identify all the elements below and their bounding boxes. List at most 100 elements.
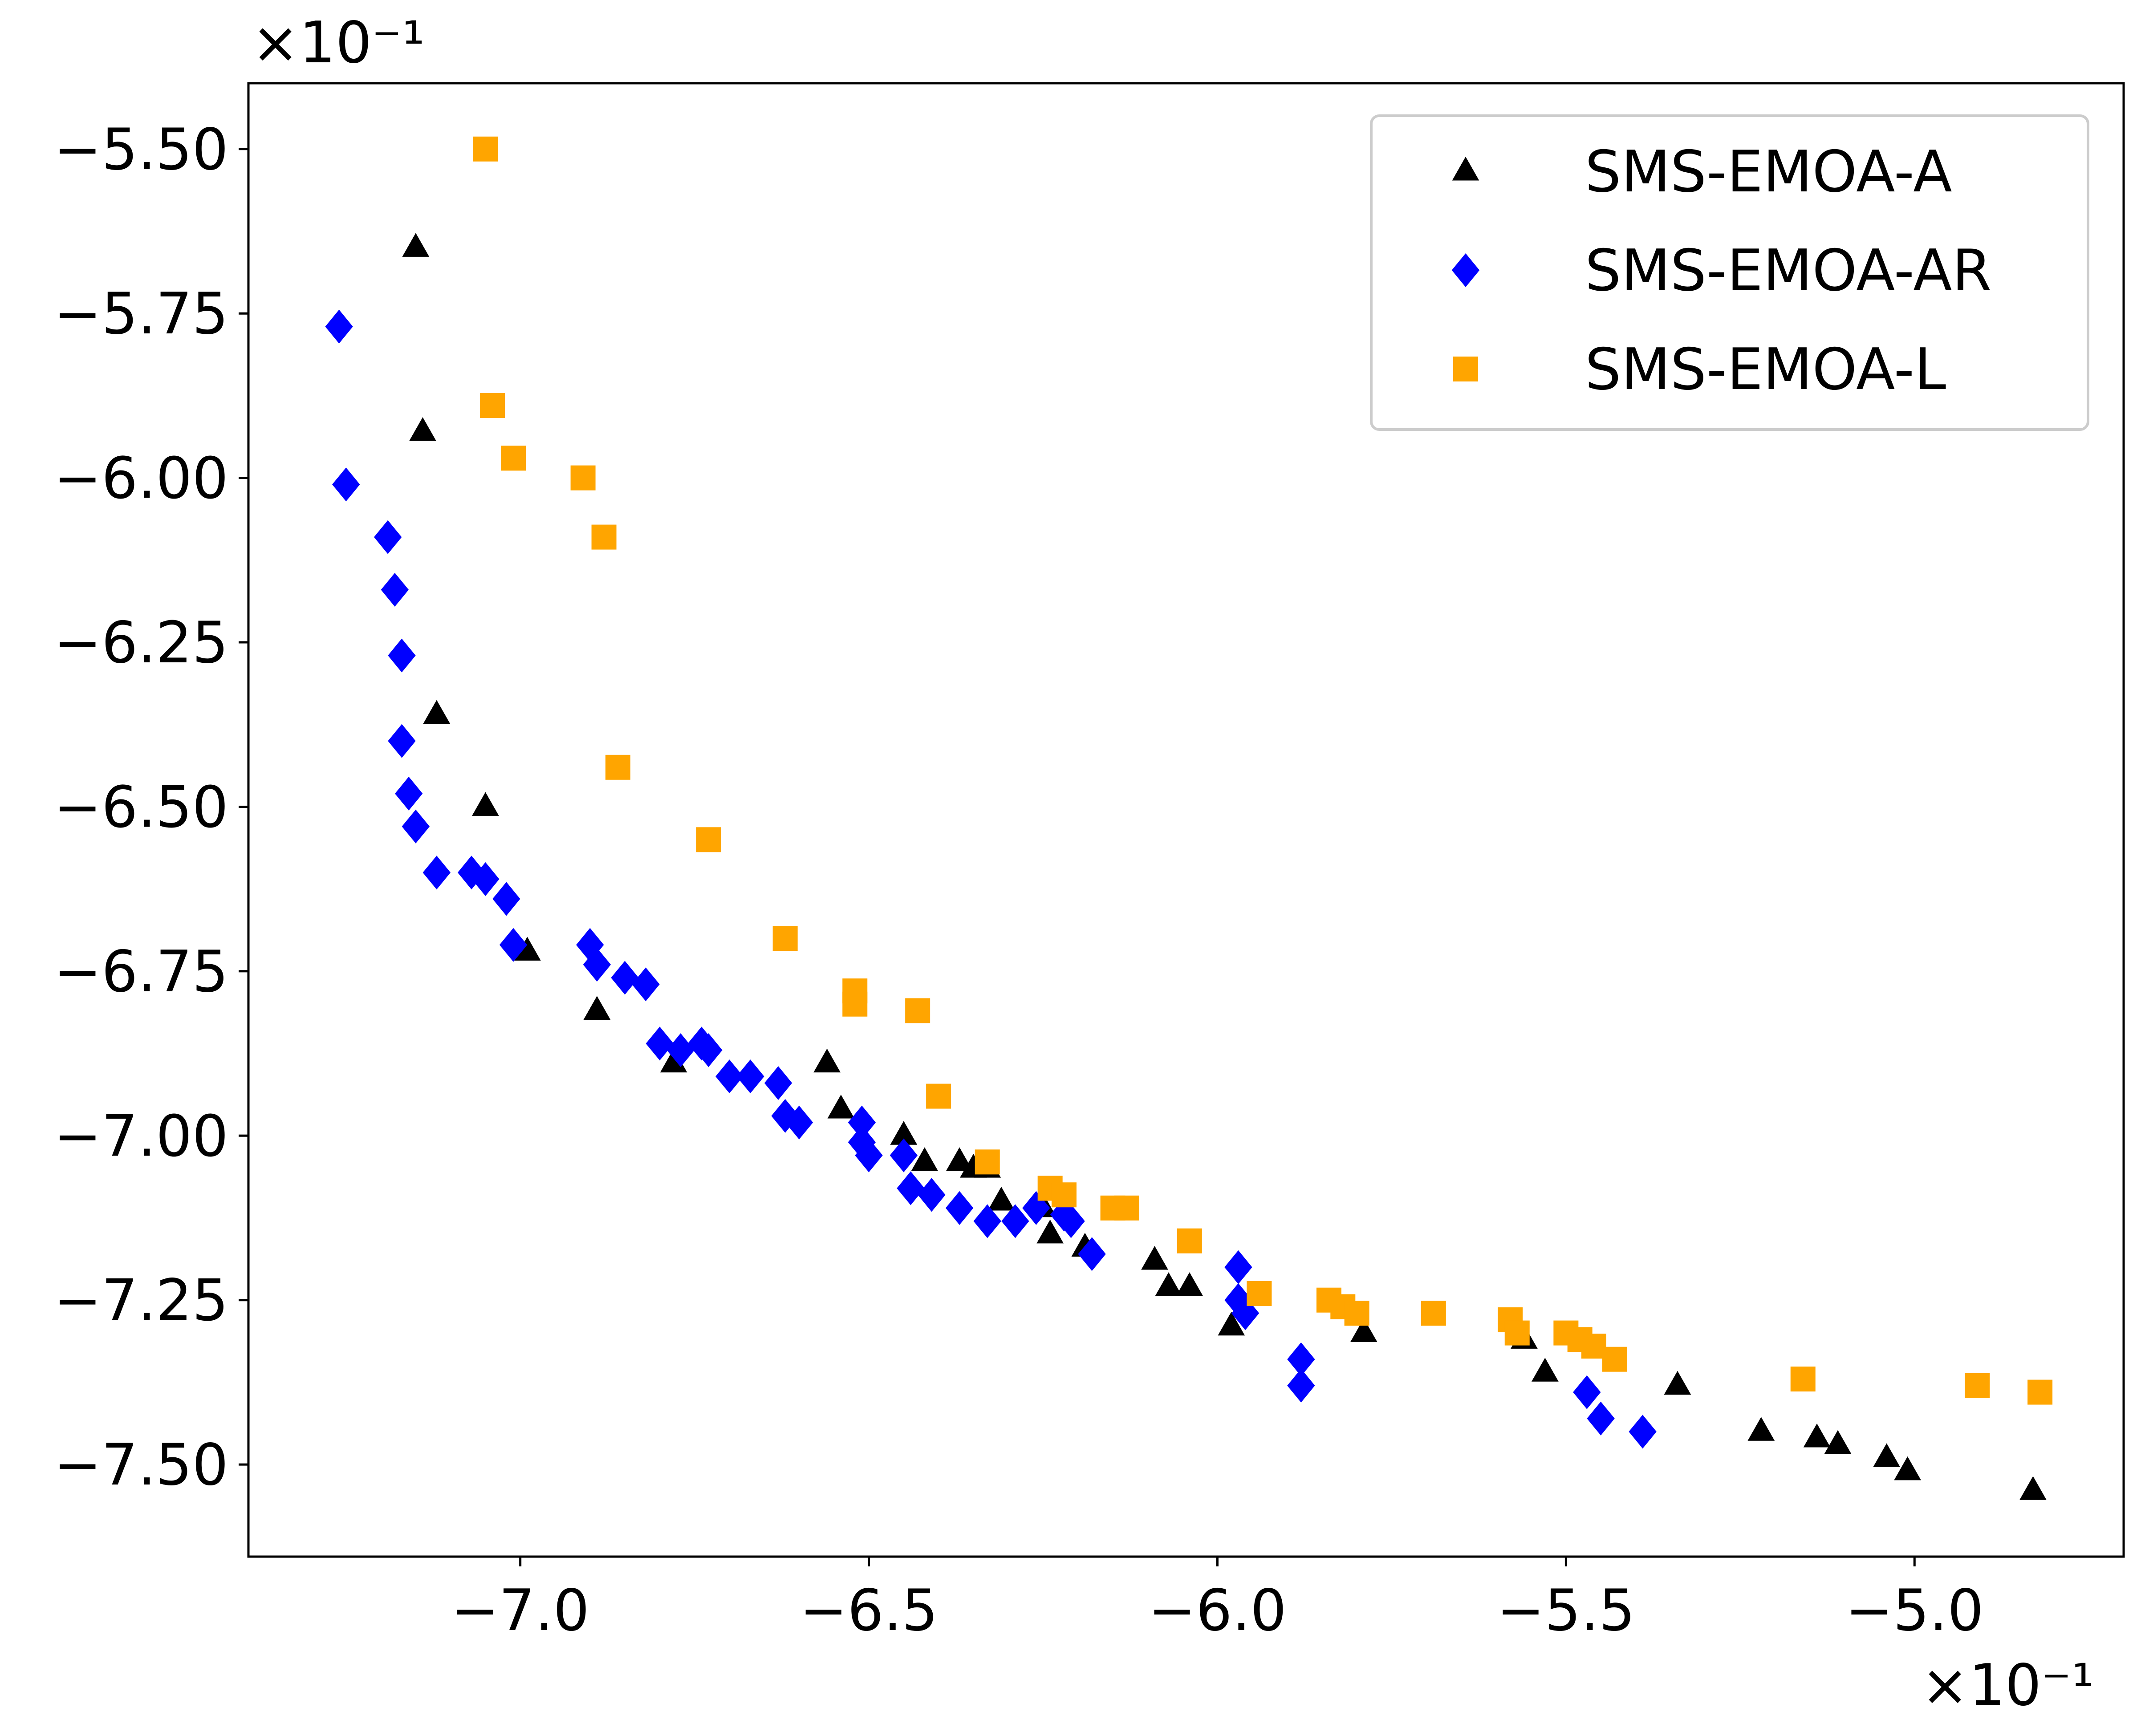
- data-point: [501, 446, 526, 471]
- data-point: [1155, 1272, 1182, 1296]
- data-point: [827, 1095, 855, 1119]
- data-point: [1421, 1301, 1446, 1326]
- data-point: [945, 1191, 974, 1225]
- data-point: [325, 309, 353, 344]
- y-tick-label: −6.75: [54, 939, 228, 1005]
- data-point: [696, 827, 721, 852]
- x-axis: −7.0 −6.5 −6.0 −5.5 −5.0: [451, 1557, 1984, 1644]
- data-point: [897, 1171, 925, 1205]
- y-tick-label: −7.00: [54, 1103, 228, 1169]
- data-point: [381, 572, 409, 607]
- data-point: [890, 1138, 918, 1172]
- data-point: [409, 417, 436, 441]
- data-point: [1790, 1367, 1816, 1392]
- data-point: [480, 393, 505, 418]
- data-point: [987, 1187, 1015, 1211]
- y-axis: −5.50 −5.75 −6.00 −6.25 −6.50 −6.75 −7.00 −7.25…: [54, 117, 248, 1498]
- data-point: [973, 1204, 1001, 1238]
- data-marks: [325, 136, 2053, 1500]
- data-point: [394, 776, 423, 811]
- legend-item-sms-emoa-l: SMS-EMOA-L: [1453, 337, 1946, 403]
- data-point: [472, 792, 499, 816]
- legend-box: [1370, 114, 2089, 431]
- y-tick-label: −6.00: [54, 446, 228, 512]
- series-sms-emoa-a: [402, 233, 2047, 1500]
- data-point: [1036, 1219, 1064, 1244]
- x-tick-label: −5.0: [1845, 1578, 1984, 1644]
- data-point: [1581, 1334, 1606, 1359]
- data-point: [1532, 1358, 1559, 1382]
- data-point: [513, 937, 541, 961]
- data-point: [926, 1083, 951, 1109]
- data-point: [1177, 1228, 1202, 1253]
- data-point: [905, 998, 930, 1023]
- data-point: [1629, 1415, 1657, 1449]
- data-point: [1965, 1373, 1990, 1398]
- y-tick-label: −5.50: [54, 117, 228, 183]
- x-tick-label: −6.0: [1148, 1578, 1287, 1644]
- data-point: [611, 961, 639, 995]
- data-point: [576, 928, 604, 962]
- legend-item-sms-emoa-a: SMS-EMOA-A: [1452, 139, 1952, 205]
- y-tick-label: −7.25: [54, 1268, 228, 1334]
- data-point: [1176, 1272, 1203, 1296]
- data-point: [646, 1026, 674, 1061]
- legend-label: SMS-EMOA-A: [1585, 139, 1952, 205]
- data-point: [813, 1048, 841, 1073]
- x-tick-label: −5.5: [1497, 1578, 1635, 1644]
- data-point: [1287, 1368, 1315, 1403]
- data-point: [1803, 1424, 1831, 1448]
- data-point: [402, 809, 430, 844]
- legend-label: SMS-EMOA-AR: [1585, 238, 1992, 304]
- data-point: [374, 520, 402, 554]
- x-tick-label: −7.0: [451, 1578, 589, 1644]
- data-point: [388, 638, 416, 673]
- data-point: [918, 1178, 946, 1212]
- data-point: [764, 1066, 792, 1100]
- data-point: [471, 862, 500, 896]
- data-point: [1287, 1342, 1315, 1376]
- data-point: [890, 1121, 918, 1145]
- legend-marker: [1453, 357, 1478, 381]
- legend-item-sms-emoa-ar: SMS-EMOA-AR: [1451, 238, 1992, 304]
- data-point: [570, 465, 596, 491]
- data-point: [736, 1059, 764, 1094]
- plot-frame: [247, 82, 2125, 1558]
- series-sms-emoa-l: [473, 136, 2053, 1405]
- y-axis-offset-label: ×10⁻¹: [252, 10, 425, 76]
- data-point: [1141, 1246, 1168, 1270]
- data-point: [715, 1059, 743, 1094]
- data-point: [848, 1125, 876, 1160]
- data-point: [666, 1033, 695, 1067]
- data-point: [423, 856, 451, 890]
- data-point: [583, 996, 611, 1020]
- data-point: [1873, 1443, 1900, 1467]
- y-tick-label: −6.50: [54, 774, 228, 840]
- data-point: [1001, 1204, 1029, 1238]
- data-point: [946, 1147, 973, 1171]
- data-point: [1664, 1371, 1691, 1395]
- data-point: [492, 882, 520, 916]
- data-point: [2027, 1379, 2053, 1405]
- data-point: [632, 967, 660, 1002]
- legend-marker: [1452, 157, 1479, 181]
- data-point: [1057, 1204, 1085, 1238]
- data-point: [423, 700, 451, 724]
- data-point: [332, 467, 360, 502]
- y-tick-label: −5.75: [54, 281, 228, 347]
- data-point: [785, 1105, 813, 1140]
- data-point: [473, 136, 498, 162]
- data-point: [1114, 1195, 1139, 1221]
- x-axis-offset-label: ×10⁻¹: [1921, 1652, 2094, 1719]
- data-point: [605, 754, 630, 780]
- x-tick-label: −6.5: [800, 1578, 938, 1644]
- data-point: [772, 925, 798, 951]
- data-point: [1504, 1320, 1530, 1346]
- y-tick-label: −7.50: [54, 1432, 228, 1498]
- data-point: [1078, 1237, 1106, 1271]
- y-tick-label: −6.25: [54, 610, 228, 676]
- data-point: [855, 1138, 883, 1172]
- data-point: [911, 1147, 938, 1171]
- data-point: [1573, 1375, 1601, 1409]
